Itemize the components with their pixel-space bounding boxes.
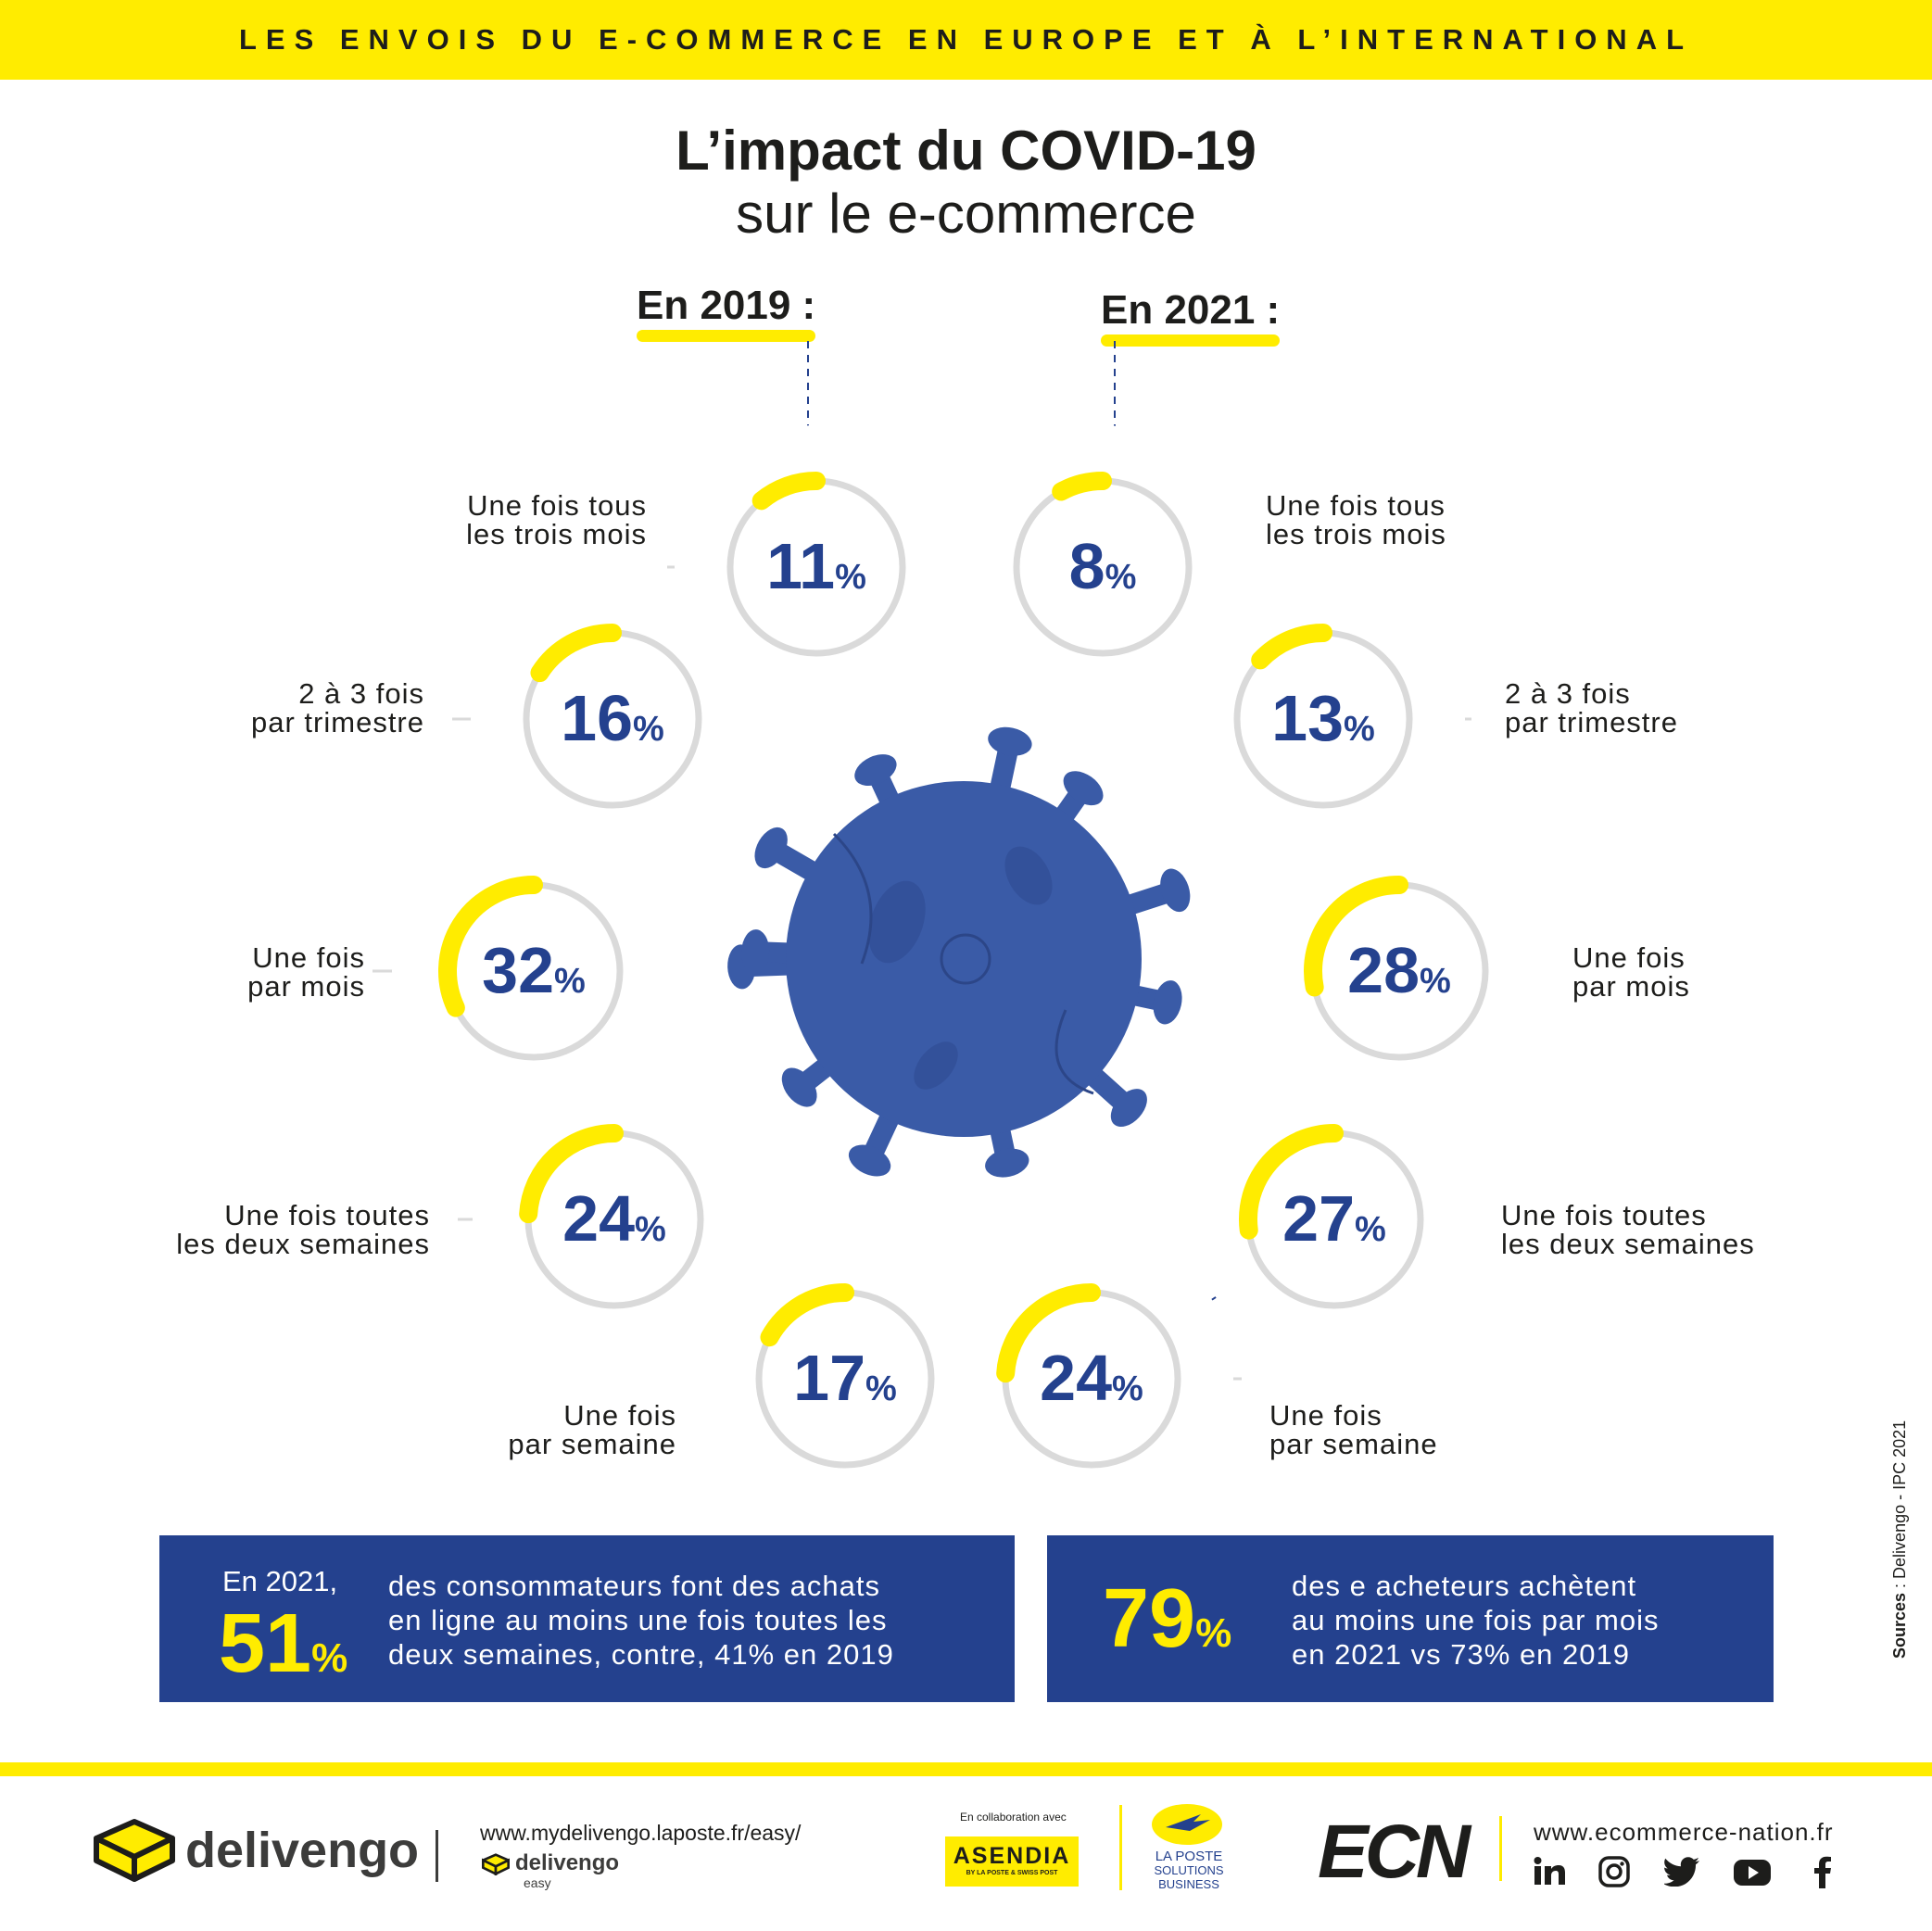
footer-divider: [0, 1762, 1932, 1776]
ring-category-label: Une fois toutes les deux semaines: [1501, 1199, 1755, 1260]
ring-percent-value: 17%: [793, 1342, 897, 1414]
delivengo-url[interactable]: www.mydelivengo.laposte.fr/easy/: [480, 1821, 802, 1845]
stat-2-text: des e acheteurs achètent au moins une foi…: [1292, 1570, 1660, 1671]
facebook-icon[interactable]: [1812, 1855, 1833, 1888]
ring-category-label: Une fois par semaine: [508, 1399, 676, 1460]
ring-progress-arc: [1251, 624, 1332, 670]
delivengo-easy-text: easy: [524, 1875, 551, 1890]
laposte-text: LA POSTE SOLUTIONS BUSINESS: [1154, 1849, 1224, 1891]
asendia-text: ASENDIA: [953, 1843, 1071, 1869]
stat-1-prefix: En 2021,: [222, 1565, 338, 1597]
ring-category-label: Une fois toutes les deux semaines: [176, 1199, 430, 1260]
stat-1-value: 51%: [219, 1597, 348, 1690]
ring-progress-arc: [1052, 472, 1112, 501]
year-2021-underline: [1101, 334, 1281, 347]
virus-spike-head: [754, 827, 788, 869]
virus-body: [786, 781, 1142, 1137]
footer-separator-2: [1119, 1805, 1122, 1890]
ring-category-label: 2 à 3 fois par trimestre: [1505, 677, 1678, 738]
page-subtitle: sur le e-commerce: [736, 183, 1196, 245]
virus-spike-head: [781, 1067, 817, 1107]
stat-box-2: 79% des e acheteurs achètent au moins une…: [1047, 1535, 1774, 1702]
header-banner: LES ENVOIS DU E-COMMERCE EN EUROPE ET À …: [0, 0, 1932, 80]
virus-spike-head: [1153, 980, 1182, 1025]
virus-spot: [914, 1041, 958, 1090]
ring-progress-arc: [996, 1283, 1101, 1383]
year-2019-text: En 2019 :: [637, 283, 816, 328]
page-title: L’impact du COVID-19: [676, 120, 1256, 182]
linkedin-icon[interactable]: [1531, 1855, 1568, 1888]
ring-percent-value: 13%: [1271, 682, 1375, 754]
ring-category-label: Une fois par mois: [247, 941, 365, 1003]
youtube-icon[interactable]: [1733, 1859, 1772, 1887]
twitter-icon[interactable]: [1664, 1857, 1701, 1887]
virus-spike-head: [848, 1144, 891, 1177]
collab-text: En collaboration avec: [960, 1811, 1067, 1824]
ring-percent-value: 11%: [766, 530, 866, 602]
year-2019-heading: En 2019 :: [637, 283, 816, 342]
banner-text: LES ENVOIS DU E-COMMERCE EN EUROPE ET À …: [238, 23, 1694, 56]
year-2021-heading: En 2021 :: [1101, 287, 1281, 347]
ring-progress-arc: [760, 1283, 854, 1347]
delivengo-logo-text: delivengo: [185, 1823, 420, 1878]
ring-percent-value: 24%: [1040, 1342, 1143, 1414]
virus-core: [940, 933, 991, 985]
delivengo-small-box-icon: [482, 1853, 510, 1875]
laposte-bird-icon: [1152, 1804, 1222, 1845]
ring-progress-arc: [751, 472, 826, 511]
ring-category-label: Une fois par mois: [1572, 941, 1690, 1003]
ring-category-label: Une fois tous les trois mois: [466, 489, 647, 550]
ecn-url[interactable]: www.ecommerce-nation.fr: [1534, 1818, 1834, 1846]
ring-percent-value: 32%: [482, 934, 586, 1006]
ring-progress-arc: [530, 624, 622, 683]
stat-box-1: En 2021, 51% des consommateurs font des …: [159, 1535, 1015, 1702]
ring-progress-arc: [1304, 876, 1408, 997]
ring-category-label: 2 à 3 fois par trimestre: [251, 677, 424, 738]
virus-texture: [1054, 1009, 1094, 1095]
instagram-icon[interactable]: [1597, 1855, 1631, 1888]
year-2019-underline: [637, 330, 816, 342]
footer-separator-1: [436, 1830, 438, 1882]
virus-spot: [868, 880, 926, 964]
virus-spike-head: [1063, 771, 1104, 806]
ring-percent-value: 24%: [562, 1182, 666, 1255]
virus-spike-head: [985, 1148, 1029, 1178]
virus-spike-head: [988, 726, 1032, 756]
virus-spike-head: [741, 929, 770, 975]
ecn-logo: ECN: [1318, 1810, 1471, 1894]
ring-progress-arc: [438, 876, 543, 1017]
ring-percent-value: 28%: [1347, 934, 1451, 1006]
virus-texture: [832, 832, 873, 965]
stat-1-text: des consommateurs font des achats en lign…: [388, 1570, 894, 1671]
ring-progress-arc: [519, 1124, 624, 1224]
virus-spike-head: [1160, 868, 1191, 913]
asendia-logo: ASENDIA BY LA POSTE & SWISS POST: [945, 1836, 1079, 1887]
ring-percent-value: 27%: [1282, 1182, 1386, 1255]
virus-illustration: [727, 726, 1191, 1178]
virus-spike-head: [1110, 1089, 1147, 1128]
ring-category-label: Une fois par semaine: [1269, 1399, 1438, 1460]
asendia-subtext: BY LA POSTE & SWISS POST: [966, 1870, 1058, 1876]
delivengo-small-text: delivengo: [515, 1850, 620, 1875]
stat-2-value: 79%: [1103, 1572, 1232, 1665]
footer-separator-3: [1499, 1816, 1502, 1881]
virus-spot: [1004, 846, 1053, 905]
virus-spike-head: [854, 754, 897, 787]
year-2021-text: En 2021 :: [1101, 287, 1281, 333]
ring-percent-value: 8%: [1068, 530, 1137, 602]
ring-percent-value: 16%: [561, 682, 664, 754]
source-note: Sources : Delivengo - IPC 2021: [1890, 1420, 1909, 1659]
ring-progress-arc: [1239, 1124, 1344, 1240]
ring-category-label: Une fois tous les trois mois: [1266, 489, 1446, 550]
delivengo-box-icon: [94, 1819, 175, 1882]
